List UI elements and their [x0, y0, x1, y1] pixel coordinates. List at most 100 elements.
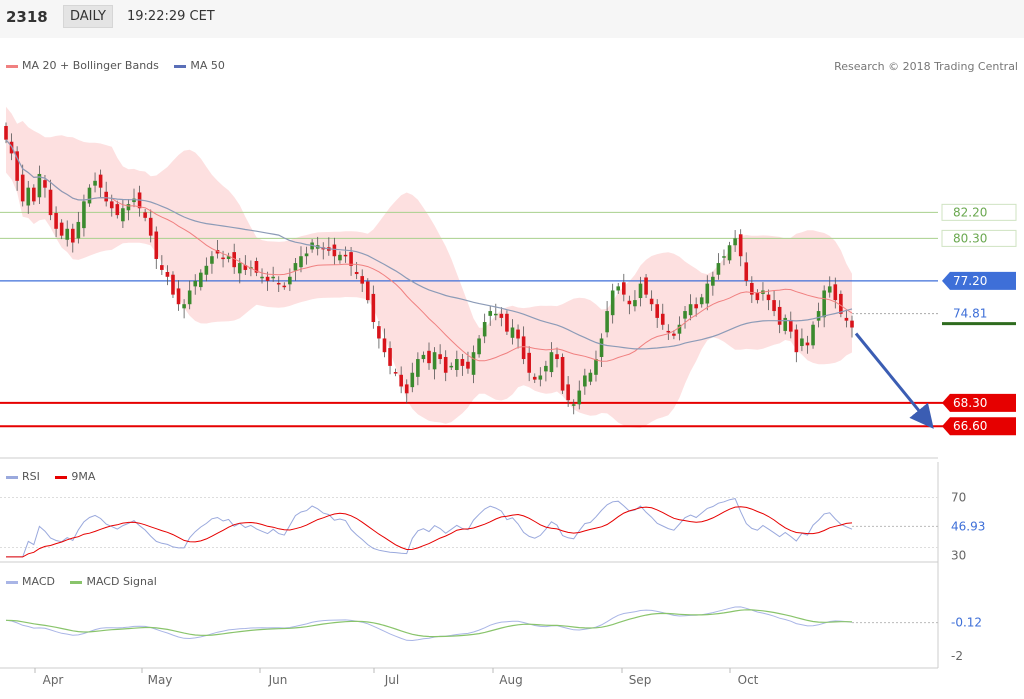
candle-body	[54, 213, 58, 229]
candle-body	[505, 313, 509, 332]
candle	[711, 271, 715, 296]
candle-body	[599, 338, 604, 357]
candle	[160, 255, 164, 275]
candle-body	[404, 384, 409, 394]
candle	[638, 276, 643, 307]
candle	[388, 341, 392, 375]
candle-body	[299, 256, 303, 268]
candle-body	[471, 352, 476, 375]
candle-body	[477, 338, 481, 355]
candle-body	[416, 359, 420, 377]
month-label-May: May	[148, 673, 173, 687]
rsi-tick-70: 70	[951, 491, 966, 505]
candle-body	[683, 311, 687, 319]
level-box-74.81	[942, 305, 1016, 322]
candle-body	[354, 271, 359, 275]
candle-body	[694, 304, 698, 309]
candle-body	[338, 254, 342, 261]
candle	[349, 247, 353, 276]
candle-body	[15, 151, 19, 181]
candle	[37, 165, 42, 204]
candle	[633, 290, 637, 312]
month-label-Sep: Sep	[629, 673, 652, 687]
candle-body	[360, 276, 365, 284]
candle	[410, 362, 415, 393]
candle	[93, 172, 97, 193]
candle-body	[605, 311, 609, 333]
candle-body	[660, 313, 665, 325]
candle	[694, 297, 698, 317]
candle	[87, 184, 92, 207]
ticker-symbol: 2318	[6, 8, 48, 26]
candle-body	[839, 293, 843, 314]
period-button[interactable]: DAILY	[63, 5, 113, 28]
candle-body	[594, 359, 598, 375]
candle	[560, 353, 565, 394]
candle	[610, 283, 615, 324]
candle-body	[37, 173, 42, 198]
candle-body	[521, 336, 526, 360]
rsi-ma-swatch	[55, 475, 68, 479]
candle	[521, 326, 526, 365]
candle-body	[82, 201, 86, 229]
rsi-line	[6, 498, 853, 558]
candle-body	[772, 300, 776, 312]
candle	[76, 211, 81, 244]
candle-body	[176, 288, 181, 305]
legend-macd-signal: MACD Signal	[86, 575, 157, 588]
candle-body	[844, 317, 849, 321]
candle	[716, 253, 721, 280]
candle	[143, 208, 147, 222]
candle	[421, 351, 426, 363]
candle-body	[549, 352, 554, 373]
candle-body	[187, 290, 192, 305]
candle	[699, 293, 704, 308]
candle	[844, 309, 849, 328]
candle	[176, 280, 181, 311]
candle	[455, 350, 459, 377]
candle-body	[293, 263, 298, 271]
legend-macd: MACD	[22, 575, 55, 588]
candle-body	[210, 256, 214, 264]
rsi-legend: RSI 9MA	[6, 470, 95, 483]
candle	[783, 314, 788, 335]
candle-body	[705, 283, 710, 304]
candle-body	[193, 280, 198, 287]
candle	[416, 352, 420, 386]
candle	[288, 268, 292, 292]
candle	[488, 305, 493, 326]
candle-body	[427, 350, 431, 364]
candle-body	[794, 329, 799, 353]
legend-ma50: MA 50	[190, 59, 225, 72]
candle	[59, 219, 64, 240]
candle	[738, 229, 743, 267]
candle	[132, 188, 136, 208]
candle-body	[783, 317, 788, 331]
candle	[839, 290, 843, 318]
candle	[516, 324, 520, 349]
candle	[777, 300, 782, 334]
candle	[827, 276, 832, 298]
candle-body	[371, 293, 376, 323]
candle	[293, 258, 298, 281]
candle	[427, 342, 431, 370]
candle-body	[48, 189, 53, 216]
candle	[443, 350, 448, 382]
candle-body	[438, 354, 442, 360]
candle-body	[766, 294, 771, 301]
candle	[722, 249, 726, 266]
level-label-74.81: 74.81	[953, 307, 987, 321]
candle	[226, 252, 231, 263]
candle	[393, 368, 398, 377]
candle	[54, 206, 58, 238]
candle	[148, 209, 153, 243]
candle	[65, 220, 70, 247]
candle	[527, 346, 531, 382]
candle	[594, 350, 598, 382]
macd-tick-neg2: -2	[951, 649, 963, 663]
candle-body	[20, 174, 25, 202]
candle	[210, 251, 214, 274]
candle	[822, 285, 826, 328]
